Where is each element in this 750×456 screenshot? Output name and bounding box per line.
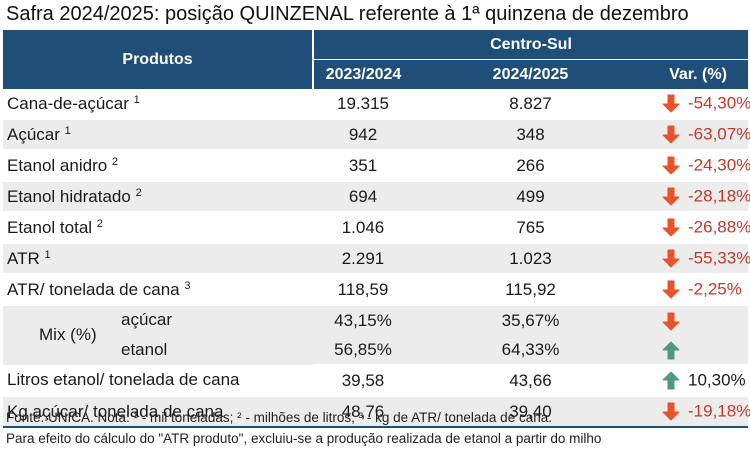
variation-value: -26,88% <box>688 217 750 237</box>
row-label: Açúcar 1 <box>3 119 313 151</box>
value-2023: 43,15% <box>313 305 413 335</box>
value-2023: 694 <box>313 181 413 213</box>
variation-cell <box>648 335 749 366</box>
variation-cell: -63,07% <box>648 119 750 151</box>
value-2024: 39,40 <box>413 396 648 428</box>
value-2023: 48,76 <box>313 396 413 428</box>
value-2024: 64,33% <box>413 335 648 366</box>
variation-cell <box>648 305 749 335</box>
variation-cell: -28,18% <box>648 181 750 213</box>
value-2024: 1.023 <box>413 243 648 275</box>
table-row: ATR 1 2.291 1.023 -55,33% <box>3 243 750 275</box>
variation-cell: 10,30% <box>648 365 749 397</box>
arrow-down-icon <box>662 156 680 175</box>
header-region: Centro-Sul <box>313 30 749 60</box>
arrow-down-icon <box>662 125 680 144</box>
table-row-mix-etanol: 56,85% 64,33% <box>3 335 749 366</box>
table-row: Litros etanol/ tonelada de cana 39,58 43,6… <box>3 365 749 397</box>
value-2023: 39,58 <box>313 365 413 397</box>
value-2024: 8.827 <box>413 89 648 120</box>
mix-acucar-label: açúcar <box>121 310 173 329</box>
variation-value: 10,30% <box>688 370 746 390</box>
arrow-up-icon <box>662 341 680 359</box>
value-2024: 115,92 <box>413 274 648 306</box>
table-row: ATR/ tonelada de cana 3 118,59 115,92 -2,25… <box>3 274 749 306</box>
arrow-down-icon <box>662 187 680 206</box>
variation-value: -54,30% <box>688 93 750 113</box>
value-2024: 43,66 <box>413 365 648 397</box>
row-label: Etanol hidratado 2 <box>3 181 313 213</box>
variation-value: -24,30% <box>688 155 750 175</box>
row-label: Etanol total 2 <box>3 212 313 244</box>
value-2023: 942 <box>313 119 413 151</box>
row-label: Kg açúcar/ tonelada de cana <box>3 396 313 428</box>
header-col-2023: 2023/2024 <box>313 59 413 89</box>
row-label: ATR 1 <box>3 243 313 275</box>
header-produtos: Produtos <box>3 30 314 89</box>
variation-value: -2,25% <box>688 279 742 299</box>
table-row-mix-acucar: Mix (%) açúcar etanol 43,15% 35,67% <box>3 305 749 365</box>
value-2024: 35,67% <box>413 305 648 335</box>
value-2024: 765 <box>413 212 648 244</box>
table-row: Etanol anidro 2 351 266 -24,30% <box>3 150 750 182</box>
table-row: Etanol total 2 1.046 765 -26,88% <box>3 212 750 244</box>
value-2024: 499 <box>413 181 648 213</box>
header-col-var: Var. (%) <box>648 59 749 89</box>
variation-value: -19,18% <box>688 401 750 421</box>
variation-value: -55,33% <box>688 248 750 268</box>
value-2023: 1.046 <box>313 212 413 244</box>
table-row: Etanol hidratado 2 694 499 -28,18% <box>3 181 750 213</box>
value-2023: 351 <box>313 150 413 182</box>
value-2023: 2.291 <box>313 243 413 275</box>
value-2024: 348 <box>413 119 648 151</box>
variation-cell: -2,25% <box>648 274 749 306</box>
table-row: Kg açúcar/ tonelada de cana 48,76 39,40 -19… <box>3 396 750 428</box>
arrow-down-icon <box>662 249 680 268</box>
variation-value: -28,18% <box>688 186 750 206</box>
mix-etanol-label: etanol <box>121 340 168 359</box>
production-table: Produtos Centro-Sul 2023/2024 2024/2025 … <box>3 30 750 428</box>
table-row: Cana-de-açúcar 1 19.315 8.827 -54,30% <box>3 89 750 120</box>
arrow-down-icon <box>662 280 680 299</box>
variation-cell: -54,30% <box>648 89 750 120</box>
arrow-down-icon <box>662 402 680 421</box>
arrow-down-icon <box>662 312 680 330</box>
variation-cell: -19,18% <box>648 396 750 428</box>
value-2024: 266 <box>413 150 648 182</box>
variation-cell: -55,33% <box>648 243 750 275</box>
table-row: Açúcar 1 942 348 -63,07% <box>3 119 750 151</box>
row-label: Litros etanol/ tonelada de cana <box>3 365 313 397</box>
value-2023: 118,59 <box>313 274 413 306</box>
footnote-atr: Para efeito do cálculo do "ATR produto",… <box>6 431 602 446</box>
footnote-source: Fonte: UNICA. Nota: ¹ - mil toneladas; ²… <box>6 410 552 425</box>
page-title: Safra 2024/2025: posição QUINZENAL refer… <box>6 3 689 25</box>
row-label: ATR/ tonelada de cana 3 <box>3 274 313 306</box>
mix-label: Mix (%) <box>39 325 97 344</box>
arrow-up-icon <box>662 371 680 390</box>
arrow-down-icon <box>662 94 680 113</box>
variation-cell: -24,30% <box>648 150 750 182</box>
value-2023: 56,85% <box>313 335 413 366</box>
header-col-2024: 2024/2025 <box>413 59 648 89</box>
arrow-down-icon <box>662 218 680 237</box>
mix-label-cell: Mix (%) açúcar etanol <box>3 305 313 365</box>
variation-value: -63,07% <box>688 124 750 144</box>
variation-cell: -26,88% <box>648 212 750 244</box>
row-label: Etanol anidro 2 <box>3 150 313 182</box>
value-2023: 19.315 <box>313 89 413 120</box>
row-label: Cana-de-açúcar 1 <box>3 89 313 120</box>
